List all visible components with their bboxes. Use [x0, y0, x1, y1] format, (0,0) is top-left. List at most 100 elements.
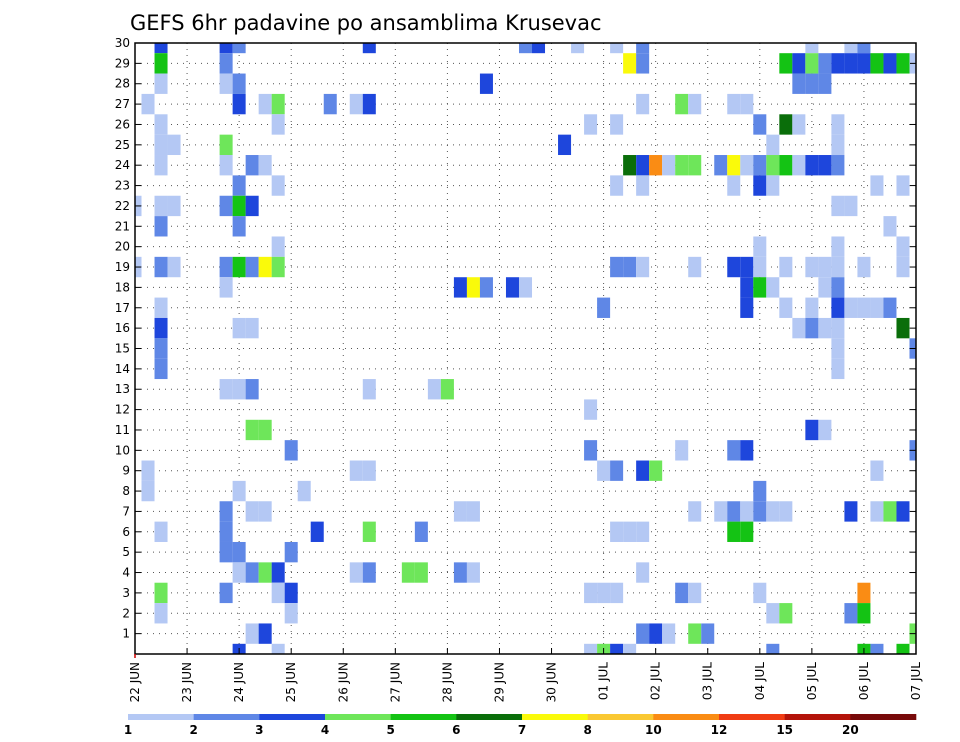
x-tick-label: 24 JUN [232, 662, 246, 702]
heatmap-cell [219, 521, 233, 542]
x-tick-label: 25 JUN [284, 662, 298, 702]
y-axis-ticks: 1234567891011121314151617181920212223242… [115, 36, 916, 641]
heatmap-cell [141, 93, 155, 115]
heatmap-cell [245, 419, 259, 441]
heatmap-cell [779, 297, 793, 318]
heatmap-cell [219, 155, 233, 176]
x-tick-label: 01 JUL [597, 662, 611, 700]
colorbar-label: 3 [255, 723, 263, 737]
heatmap-cell [779, 53, 793, 74]
heatmap-cell [753, 480, 767, 502]
heatmap-cell [740, 297, 754, 318]
x-tick-label: 30 JUN [545, 662, 559, 702]
heatmap-cell [440, 379, 454, 400]
heatmap-cell [870, 297, 884, 318]
heatmap-cell [219, 43, 233, 54]
heatmap-cell [362, 521, 376, 542]
heatmap-cell [805, 317, 819, 339]
heatmap-cell [623, 155, 637, 176]
heatmap-cell [818, 277, 832, 298]
heatmap-cell [584, 440, 598, 461]
heatmap-cell [675, 440, 689, 461]
heatmap-cell [714, 501, 728, 522]
heatmap-cell [805, 53, 819, 74]
heatmap-cell [245, 623, 259, 644]
heatmap-cell [466, 277, 480, 298]
heatmap-cell [258, 562, 272, 583]
heatmap-cell [154, 53, 168, 74]
x-tick-label: 29 JUN [492, 662, 506, 702]
heatmap-cell [831, 338, 845, 359]
heatmap-cell [610, 114, 624, 135]
heatmap-cell [740, 256, 754, 278]
heatmap-cell [154, 582, 168, 604]
colorbar-swatch [522, 714, 588, 720]
heatmap-cell [779, 114, 793, 135]
colorbar-label: 5 [386, 723, 394, 737]
y-tick-label: 7 [122, 504, 130, 518]
heatmap-cell [232, 73, 246, 94]
heatmap-cell [154, 216, 168, 237]
heatmap-cell [479, 277, 493, 298]
heatmap-cell [232, 562, 246, 583]
heatmap-cell [349, 93, 363, 115]
colorbar-label: 20 [842, 723, 859, 737]
colorbar-swatch [850, 714, 917, 720]
heatmap-cell [662, 623, 676, 644]
heatmap-cell [219, 195, 233, 217]
heatmap-cell [571, 43, 585, 54]
y-tick-label: 23 [115, 179, 130, 193]
heatmap-cell [232, 43, 246, 54]
heatmap-cell [688, 93, 702, 115]
heatmap-cell [792, 317, 806, 339]
heatmap-cell [245, 155, 259, 176]
heatmap-cell [636, 93, 650, 115]
heatmap-cell [297, 480, 311, 502]
heatmap-cell [154, 297, 168, 318]
colorbar-swatch [390, 714, 457, 720]
heatmap-cell [284, 582, 298, 604]
heatmap-cells [135, 43, 916, 654]
heatmap-cell [740, 521, 754, 542]
heatmap-cell [727, 440, 741, 461]
y-tick-label: 29 [115, 56, 130, 70]
heatmap-cell [219, 541, 233, 563]
colorbar-label: 10 [645, 723, 662, 737]
heatmap-cell [597, 297, 611, 318]
heatmap-cell [427, 379, 441, 400]
heatmap-cell [805, 155, 819, 176]
heatmap-cell [844, 501, 858, 522]
y-tick-label: 26 [115, 117, 130, 131]
heatmap-cell [623, 521, 637, 542]
y-tick-label: 27 [115, 97, 130, 111]
heatmap-cell [362, 93, 376, 115]
heatmap-cell [870, 643, 884, 654]
heatmap-cell [688, 155, 702, 176]
colorbar-swatch [259, 714, 326, 720]
heatmap-cell [610, 521, 624, 542]
heatmap-cell [805, 297, 819, 318]
y-tick-label: 19 [115, 260, 130, 274]
heatmap-cell [610, 256, 624, 278]
heatmap-cell [232, 216, 246, 237]
heatmap-cell [154, 114, 168, 135]
heatmap-cell [818, 155, 832, 176]
heatmap-cell [258, 623, 272, 644]
heatmap-cell [154, 195, 168, 217]
heatmap-cell [740, 501, 754, 522]
heatmap-cell [219, 501, 233, 522]
heatmap-cell [792, 114, 806, 135]
heatmap-cell [818, 256, 832, 278]
y-tick-label: 14 [115, 362, 130, 376]
heatmap-cell [271, 582, 285, 604]
heatmap-cell [688, 623, 702, 644]
heatmap-cell [167, 134, 181, 156]
heatmap-cell [258, 256, 272, 278]
heatmap-cell [258, 93, 272, 115]
heatmap-cell [883, 297, 897, 318]
colorbar-label: 2 [189, 723, 197, 737]
heatmap-cell [636, 623, 650, 644]
heatmap-cell [636, 256, 650, 278]
heatmap-cell [636, 43, 650, 54]
heatmap-cell [831, 114, 845, 135]
